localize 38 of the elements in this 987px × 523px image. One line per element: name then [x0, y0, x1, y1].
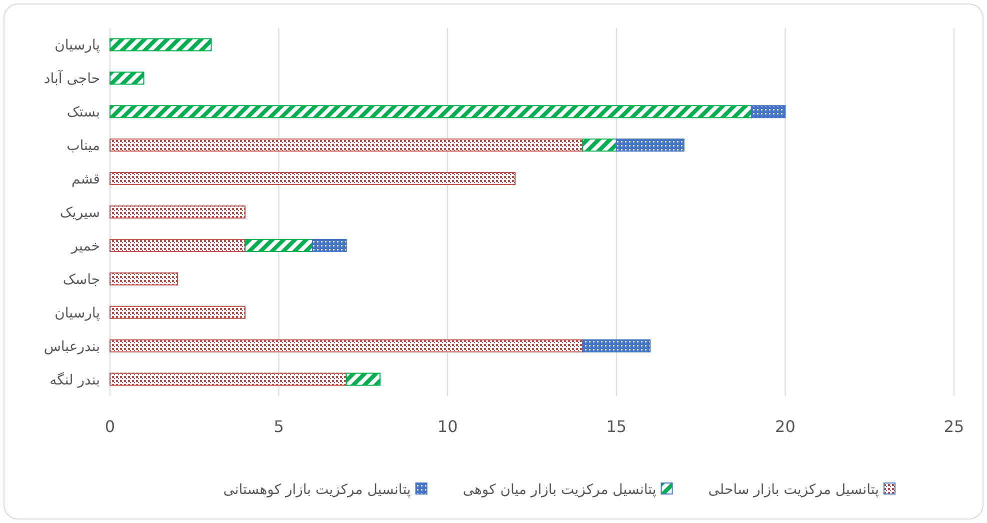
x-tick-label: 5: [274, 417, 284, 436]
bar: [110, 138, 584, 152]
legend-label: پتانسیل مرکزیت بازار میان کوهی: [462, 482, 656, 498]
x-tick-label: 20: [775, 417, 796, 436]
y-tick-label: بستک: [66, 104, 100, 121]
y-tick-label: خمیر: [70, 238, 100, 254]
bar: [110, 38, 212, 52]
y-tick-label: پارسیان: [54, 38, 100, 54]
y-tick-label: جاسک: [62, 272, 100, 288]
y-tick-label: پارسیان: [54, 305, 100, 322]
x-tick-label: 15: [606, 417, 627, 436]
bar: [616, 138, 684, 152]
bar: [582, 339, 651, 352]
bar: [582, 138, 617, 152]
y-tick-label: میناب: [66, 138, 100, 154]
y-tick-label: بندر لنگه: [50, 371, 100, 388]
bar: [110, 172, 516, 186]
y-tick-label: قشم: [72, 172, 100, 188]
bar: [110, 372, 347, 386]
bar: [110, 339, 584, 352]
bar: [110, 72, 144, 85]
legend-label: پتانسیل مرکزیت بازار ساحلی: [708, 482, 880, 498]
x-tick-label: 25: [944, 417, 964, 436]
x-tick-label: 0: [104, 417, 116, 436]
bar: [750, 105, 786, 118]
bar: [110, 306, 246, 319]
legend-label: پتانسیل مرکزیت بازار کوهستانی: [223, 482, 411, 498]
x-tick-label: 10: [437, 417, 458, 436]
y-tick-label: حاجی آباد: [44, 69, 100, 88]
y-tick-label: بندرعباس: [44, 338, 100, 355]
bar: [346, 372, 381, 386]
bar: [110, 238, 246, 252]
bar: [110, 205, 246, 219]
bar: [110, 105, 752, 118]
y-tick-label: سیریک: [60, 205, 100, 221]
bar: [110, 272, 178, 286]
bar: [244, 238, 314, 252]
bar: [312, 238, 347, 252]
